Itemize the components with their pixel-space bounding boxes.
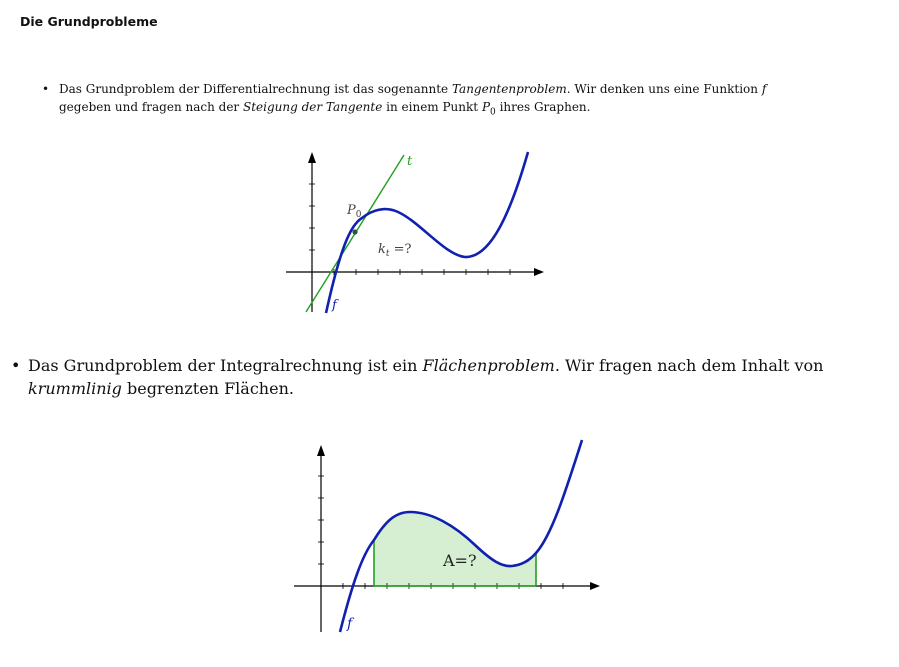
fig2-x-arrow: [590, 582, 600, 590]
fig2-ticks: [318, 475, 564, 589]
point-p0: [352, 229, 358, 235]
tangent-label: t: [407, 154, 413, 169]
bullet-integralrechnung: • Das Grundproblem der Integralrechnung …: [10, 354, 870, 400]
bullet-differentialrechnung: • Das Grundproblem der Differentialrechn…: [42, 80, 803, 121]
term-krummlinig: krummlinig: [28, 379, 122, 398]
point-label: P0: [346, 203, 362, 220]
bullet-text: Das Grundproblem der Integralrechnung is…: [28, 356, 824, 398]
tangent-line: [305, 154, 405, 313]
area-label: A=?: [442, 551, 477, 570]
term-tangentenproblem: Tangentenproblem: [451, 82, 567, 96]
term-flaechenproblem: Flächenproblem: [422, 356, 555, 375]
bullet-text: Das Grundproblem der Differentialrechnun…: [59, 82, 767, 118]
fig1-ticks: [309, 183, 511, 275]
fig2-y-arrow: [317, 445, 325, 456]
fig2-axes: [294, 452, 594, 632]
math-p0: P: [481, 100, 491, 114]
slope-label: kt =?: [378, 242, 412, 259]
fig1-y-arrow: [308, 152, 316, 163]
fig1-x-arrow: [534, 268, 544, 276]
section-heading: Die Grundprobleme: [20, 14, 158, 29]
area-region: [374, 512, 536, 586]
term-steigung: Steigung der Tangente: [242, 100, 383, 114]
function-curve: [338, 439, 584, 633]
function-label: f: [331, 298, 339, 313]
function-label: f: [346, 616, 355, 632]
bullet-dot: •: [42, 82, 50, 96]
bullet-dot: •: [11, 356, 21, 375]
function-curve: [324, 151, 530, 314]
math-f: f: [761, 82, 767, 96]
fig1-axes: [286, 158, 538, 312]
